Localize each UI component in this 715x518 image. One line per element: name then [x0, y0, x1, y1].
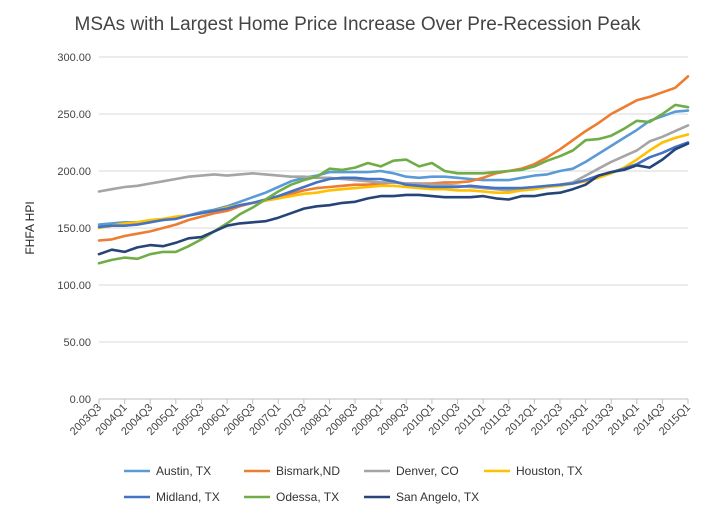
y-tick-label: 0.00	[70, 394, 91, 406]
y-tick-label: 300.00	[57, 52, 91, 64]
series-line-san-angelo-tx	[97, 142, 690, 256]
series-lines	[97, 75, 690, 265]
legend-label-houston-tx: Houston, TX	[516, 464, 582, 478]
legend-label-austin-tx: Austin, TX	[156, 464, 211, 478]
y-tick-label: 250.00	[57, 109, 91, 121]
y-tick-label: 150.00	[57, 223, 91, 235]
y-tick-label: 200.00	[57, 166, 91, 178]
series-line-odessa-tx	[97, 103, 690, 265]
y-tick-label: 100.00	[57, 280, 91, 292]
gridlines	[99, 56, 688, 400]
legend-label-san-angelo-tx: San Angelo, TX	[396, 490, 479, 504]
series-line-midland-tx	[97, 141, 690, 229]
legend: Austin, TX Bismark,ND Denver, CO Houston, T…	[124, 464, 582, 504]
legend-label-odessa-tx: Odessa, TX	[276, 490, 339, 504]
y-tick-labels: 0.00 50.00 100.00 150.00 200.00 250.00 300.00	[57, 52, 91, 406]
y-tick-label: 50.00	[63, 337, 91, 349]
legend-label-midland-tx: Midland, TX	[156, 490, 220, 504]
y-axis-label: FHFA HPI	[23, 201, 37, 254]
legend-label-bismark-nd: Bismark,ND	[276, 464, 340, 478]
chart-title: MSAs with Largest Home Price Increase Ov…	[75, 14, 641, 35]
legend-label-denver-co: Denver, CO	[396, 464, 459, 478]
x-tick-labels: 2003Q32004Q12004Q32005Q12005Q32006Q12006…	[68, 399, 693, 438]
